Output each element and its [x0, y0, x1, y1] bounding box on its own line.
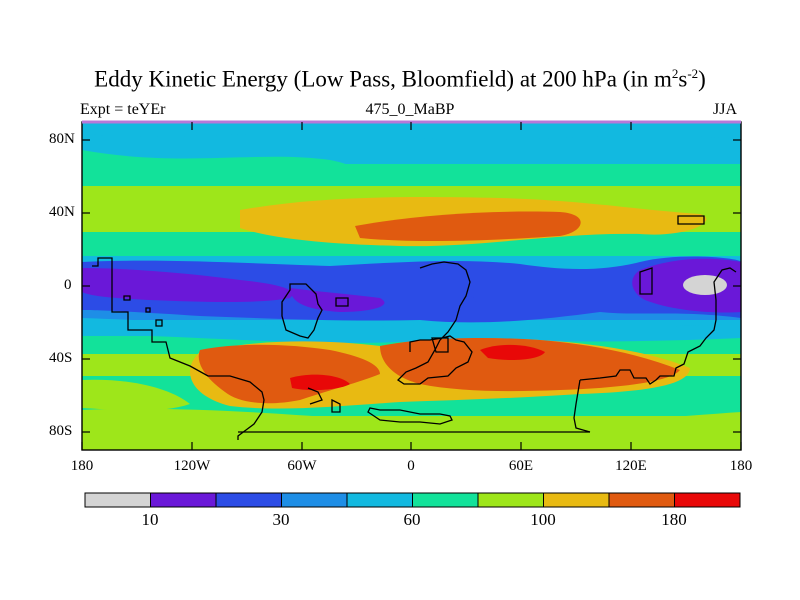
- season-label: JJA: [713, 101, 738, 118]
- y-tick-label: 40N: [49, 204, 75, 220]
- colorbar: [84, 492, 741, 508]
- colorbar-label: 60: [403, 510, 421, 529]
- x-axis-ticks: [81, 122, 742, 450]
- colorbar-box: [477, 492, 544, 508]
- x-tick-label: 60W: [287, 458, 317, 474]
- chart-title: Eddy Kinetic Energy (Low Pass, Bloomfiel…: [94, 66, 706, 92]
- colorbar-box: [674, 492, 741, 508]
- colorbar-box: [281, 492, 348, 508]
- y-tick-label: 80N: [49, 131, 75, 147]
- heatmap-field: [82, 122, 741, 450]
- colorbar-box: [608, 492, 675, 508]
- x-tick-label: 60E: [508, 458, 534, 474]
- x-tick-label: 120W: [173, 458, 211, 474]
- coastline-outlines: [92, 215, 737, 440]
- colorbar-label: 100: [530, 510, 556, 529]
- colorbar-label: 10: [141, 510, 159, 529]
- colorbar-label: 180: [661, 510, 687, 529]
- colorbar-box: [346, 492, 413, 508]
- x-tick-label: 0: [407, 458, 415, 474]
- colorbar-box: [543, 492, 610, 508]
- colorbar-label: 30: [272, 510, 290, 529]
- x-tick-label: 120E: [615, 458, 647, 474]
- colorbar-box: [150, 492, 217, 508]
- colorbar-box: [412, 492, 479, 508]
- x-tick-label: 180: [729, 458, 753, 474]
- colorbar-box: [84, 492, 151, 508]
- experiment-label: Expt = teYEr: [80, 101, 166, 118]
- x-tick-label: 180: [70, 458, 94, 474]
- subtitle: 475_0_MaBP: [365, 101, 455, 118]
- y-tick-label: 0: [64, 277, 72, 293]
- colorbar-box: [215, 492, 282, 508]
- y-tick-label: 80S: [49, 423, 73, 439]
- y-tick-label: 40S: [49, 350, 73, 366]
- y-axis-ticks: [82, 139, 741, 433]
